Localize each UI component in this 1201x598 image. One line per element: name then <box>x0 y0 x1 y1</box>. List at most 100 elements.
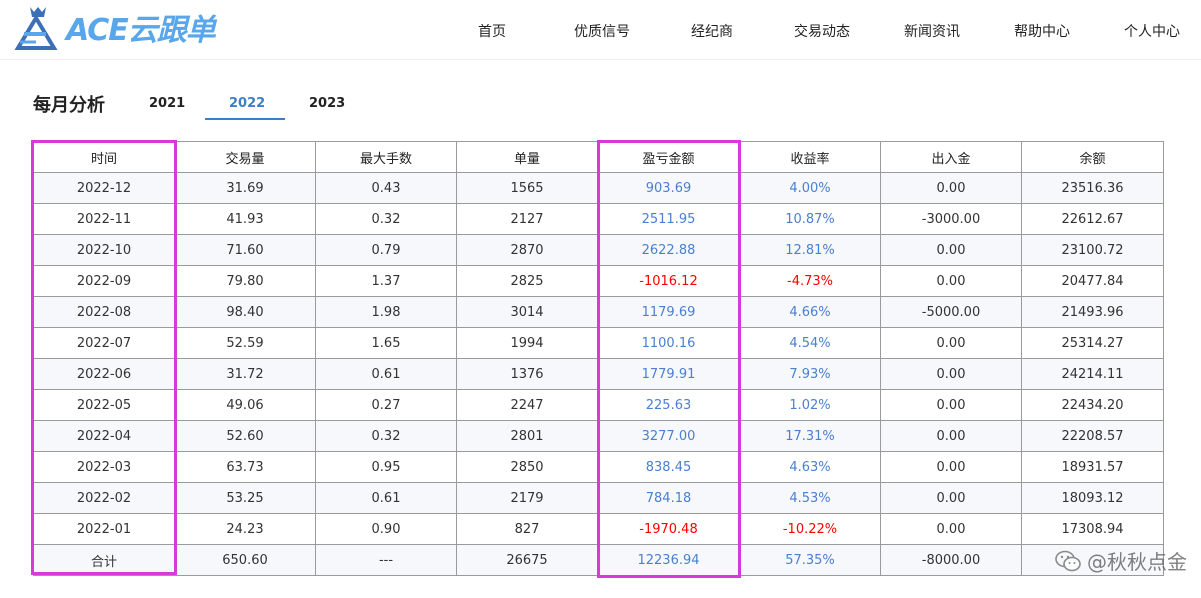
cell-balance: 17308.94 <box>1021 513 1164 545</box>
header-return: 收益率 <box>739 141 881 173</box>
header-deposit: 出入金 <box>880 141 1022 173</box>
header-max-lots: 最大手数 <box>315 141 457 173</box>
cell-orders: 2825 <box>456 265 598 297</box>
cell-return: -4.73% <box>739 265 881 297</box>
cell-deposit: 0.00 <box>880 513 1022 545</box>
cell-pnl: -1970.48 <box>597 513 740 545</box>
cell-volume: 52.60 <box>174 420 316 452</box>
cell-deposit: 0.00 <box>880 234 1022 266</box>
cell-balance: 24214.11 <box>1021 358 1164 390</box>
header-time: 时间 <box>33 141 175 173</box>
nav-home[interactable]: 首页 <box>478 24 506 40</box>
cell-time: 合计 <box>33 544 175 576</box>
cell-time: 2022-10 <box>33 234 175 266</box>
logo[interactable]: ACE云跟单 <box>14 4 216 50</box>
cell-return: 10.87% <box>739 203 881 235</box>
header-volume: 交易量 <box>174 141 316 173</box>
cell-volume: 31.69 <box>174 172 316 204</box>
cell-max-lots: 0.61 <box>315 358 457 390</box>
table-row: 2022-12 31.69 0.43 1565 903.69 4.00% 0.00 23516… <box>33 172 1164 204</box>
tab-2023[interactable]: 2023 <box>309 96 346 111</box>
cell-volume: 98.40 <box>174 296 316 328</box>
cell-volume: 31.72 <box>174 358 316 390</box>
cell-time: 2022-06 <box>33 358 175 390</box>
cell-pnl: 225.63 <box>597 389 740 421</box>
cell-max-lots: --- <box>315 544 457 576</box>
table-total-row: 合计 650.60 --- 26675 12236.94 57.35% -8000.00 <box>33 544 1164 576</box>
cell-orders: 827 <box>456 513 598 545</box>
cell-balance: 22208.57 <box>1021 420 1164 452</box>
cell-deposit: 0.00 <box>880 482 1022 514</box>
cell-balance: 21493.96 <box>1021 296 1164 328</box>
nav-trading-activity[interactable]: 交易动态 <box>794 24 850 40</box>
cell-return: 4.66% <box>739 296 881 328</box>
cell-volume: 650.60 <box>174 544 316 576</box>
cell-volume: 71.60 <box>174 234 316 266</box>
table-row: 2022-07 52.59 1.65 1994 1100.16 4.54% 0.00 2531… <box>33 327 1164 359</box>
cell-pnl: 12236.94 <box>597 544 740 576</box>
cell-orders: 2247 <box>456 389 598 421</box>
cell-max-lots: 0.43 <box>315 172 457 204</box>
table-row: 2022-08 98.40 1.98 3014 1179.69 4.66% -5000.00… <box>33 296 1164 328</box>
wechat-icon <box>1055 550 1081 572</box>
top-header: ACE云跟单 首页 优质信号 经纪商 交易动态 新闻资讯 帮助中心 个人中心 <box>0 0 1201 60</box>
table-row: 2022-02 53.25 0.61 2179 784.18 4.53% 0.00 18093… <box>33 482 1164 514</box>
nav-quality-signals[interactable]: 优质信号 <box>574 24 630 40</box>
cell-balance: 22434.20 <box>1021 389 1164 421</box>
cell-deposit: 0.00 <box>880 420 1022 452</box>
cell-return: 4.54% <box>739 327 881 359</box>
page-title: 每月分析 <box>33 95 105 116</box>
cell-time: 2022-02 <box>33 482 175 514</box>
cell-orders: 2870 <box>456 234 598 266</box>
nav-brokers[interactable]: 经纪商 <box>691 24 733 40</box>
cell-balance: 23516.36 <box>1021 172 1164 204</box>
cell-deposit: 0.00 <box>880 172 1022 204</box>
cell-pnl: 903.69 <box>597 172 740 204</box>
cell-orders: 2850 <box>456 451 598 483</box>
cell-deposit: 0.00 <box>880 327 1022 359</box>
cell-orders: 1565 <box>456 172 598 204</box>
nav-personal-center[interactable]: 个人中心 <box>1124 24 1180 40</box>
watermark: @秋秋点金 <box>1055 546 1187 575</box>
cell-time: 2022-07 <box>33 327 175 359</box>
cell-volume: 63.73 <box>174 451 316 483</box>
table-body: 2022-12 31.69 0.43 1565 903.69 4.00% 0.00 23516… <box>33 172 1164 576</box>
cell-orders: 26675 <box>456 544 598 576</box>
cell-time: 2022-04 <box>33 420 175 452</box>
cell-time: 2022-05 <box>33 389 175 421</box>
tab-2022[interactable]: 2022 <box>229 96 266 111</box>
cell-deposit: 0.00 <box>880 265 1022 297</box>
cell-pnl: 1100.16 <box>597 327 740 359</box>
cell-volume: 79.80 <box>174 265 316 297</box>
cell-pnl: 2511.95 <box>597 203 740 235</box>
cell-return: 17.31% <box>739 420 881 452</box>
cell-volume: 53.25 <box>174 482 316 514</box>
cell-max-lots: 1.98 <box>315 296 457 328</box>
cell-max-lots: 1.65 <box>315 327 457 359</box>
cell-orders: 2801 <box>456 420 598 452</box>
cell-balance: 18931.57 <box>1021 451 1164 483</box>
cell-pnl: 2622.88 <box>597 234 740 266</box>
nav-help-center[interactable]: 帮助中心 <box>1014 24 1070 40</box>
table-row: 2022-03 63.73 0.95 2850 838.45 4.63% 0.00 18931… <box>33 451 1164 483</box>
cell-time: 2022-01 <box>33 513 175 545</box>
cell-max-lots: 0.32 <box>315 420 457 452</box>
table-row: 2022-11 41.93 0.32 2127 2511.95 10.87% -3000.0… <box>33 203 1164 235</box>
cell-volume: 41.93 <box>174 203 316 235</box>
cell-max-lots: 1.37 <box>315 265 457 297</box>
tab-2021[interactable]: 2021 <box>149 96 186 111</box>
cell-balance: 23100.72 <box>1021 234 1164 266</box>
cell-time: 2022-09 <box>33 265 175 297</box>
cell-return: 4.53% <box>739 482 881 514</box>
header-balance: 余额 <box>1021 141 1164 173</box>
cell-pnl: 1179.69 <box>597 296 740 328</box>
nav-news[interactable]: 新闻资讯 <box>904 24 960 40</box>
cell-pnl: -1016.12 <box>597 265 740 297</box>
cell-return: 4.00% <box>739 172 881 204</box>
cell-deposit: 0.00 <box>880 358 1022 390</box>
cell-return: 7.93% <box>739 358 881 390</box>
cell-orders: 3014 <box>456 296 598 328</box>
main-nav: 首页 优质信号 经纪商 交易动态 新闻资讯 帮助中心 个人中心 <box>0 0 1201 60</box>
cell-pnl: 838.45 <box>597 451 740 483</box>
logo-mark-icon <box>14 4 58 50</box>
